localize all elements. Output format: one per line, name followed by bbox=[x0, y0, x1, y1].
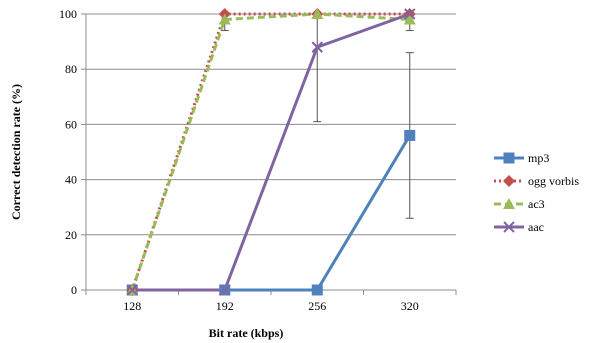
data-point-aac bbox=[219, 284, 231, 296]
y-tick-label: 60 bbox=[65, 117, 77, 131]
data-point-aac bbox=[126, 284, 138, 296]
series-markers bbox=[126, 8, 416, 296]
y-tick-label: 0 bbox=[71, 283, 77, 297]
y-axis-title: Correct detection rate (%) bbox=[9, 84, 23, 220]
legend-marker bbox=[503, 152, 515, 164]
y-tick-label: 80 bbox=[65, 62, 77, 76]
marker-stroke bbox=[311, 41, 323, 53]
legend-item-ogg-vorbis: ogg vorbis bbox=[494, 174, 579, 188]
error-bars bbox=[220, 13, 414, 219]
legend-item-ac3: ac3 bbox=[494, 197, 545, 211]
legend-label: mp3 bbox=[528, 151, 549, 165]
data-point-ac3 bbox=[218, 13, 231, 25]
legend-marker bbox=[503, 221, 515, 233]
legend-marker bbox=[503, 198, 515, 209]
data-point-ac3 bbox=[403, 13, 416, 25]
legend-label: ac3 bbox=[528, 197, 545, 211]
x-tick-label: 256 bbox=[308, 299, 326, 313]
data-point-aac bbox=[311, 41, 323, 53]
x-tick-labels: 128 192 256 320 bbox=[123, 299, 419, 313]
x-tick-label: 320 bbox=[401, 299, 419, 313]
data-point-aac bbox=[404, 8, 416, 20]
x-tick-label: 128 bbox=[123, 299, 141, 313]
y-tick-label: 20 bbox=[65, 228, 77, 242]
series-line-ogg-vorbis bbox=[130, 12, 410, 291]
series-lines bbox=[130, 12, 412, 292]
series-line-ac3 bbox=[130, 12, 410, 291]
legend-item-mp3: mp3 bbox=[494, 151, 549, 165]
legend-label: ogg vorbis bbox=[528, 174, 579, 188]
series-line-mp3 bbox=[132, 134, 412, 292]
marker-stroke bbox=[404, 8, 416, 20]
legend-marker bbox=[503, 175, 515, 187]
y-tick-labels: 0 20 40 60 80 100 bbox=[59, 7, 77, 297]
data-point-mp3 bbox=[311, 284, 323, 296]
y-tick-label: 40 bbox=[65, 173, 77, 187]
legend-item-aac: aac bbox=[494, 220, 544, 234]
legend-label: aac bbox=[528, 220, 544, 234]
marker-stroke bbox=[126, 284, 138, 296]
data-point-mp3 bbox=[404, 129, 416, 141]
legend: mp3 ogg vorbis ac3 aac bbox=[494, 151, 579, 234]
x-tick-label: 192 bbox=[216, 299, 234, 313]
data-point-ac3 bbox=[311, 8, 324, 19]
grid bbox=[86, 13, 456, 236]
marker-stroke bbox=[503, 221, 515, 233]
x-axis-title: Bit rate (kbps) bbox=[209, 326, 284, 340]
y-tick-label: 100 bbox=[59, 7, 77, 21]
series-line-aac bbox=[132, 12, 411, 292]
marker-stroke bbox=[219, 284, 231, 296]
